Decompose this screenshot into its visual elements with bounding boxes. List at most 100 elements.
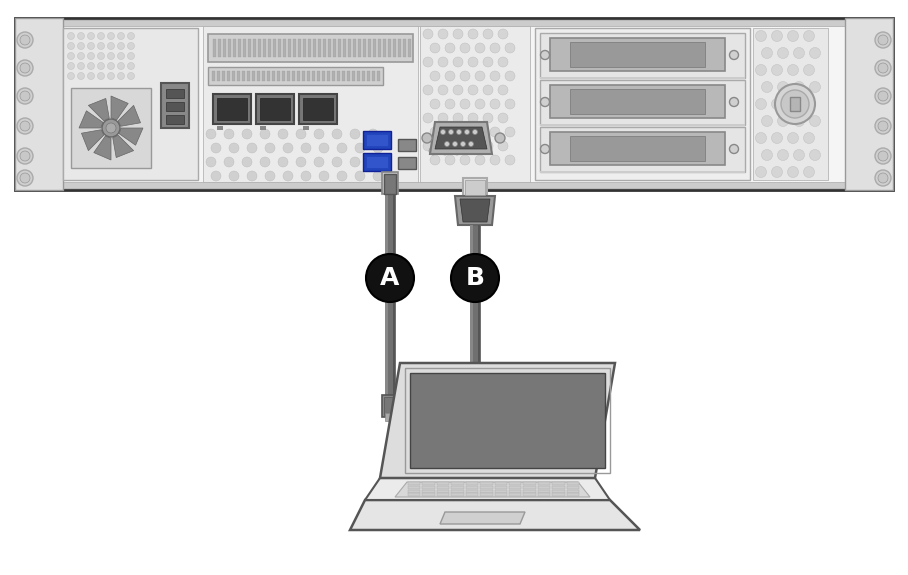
Polygon shape (523, 486, 536, 489)
Bar (470, 225, 480, 400)
Circle shape (451, 254, 499, 302)
Circle shape (107, 72, 114, 79)
Circle shape (67, 33, 74, 40)
Circle shape (729, 51, 738, 59)
Circle shape (117, 63, 124, 70)
Bar (540, 33, 745, 78)
Bar (262, 71, 265, 81)
Polygon shape (466, 493, 479, 496)
Circle shape (483, 141, 493, 151)
Circle shape (755, 30, 766, 41)
Polygon shape (567, 482, 579, 485)
Circle shape (875, 148, 891, 164)
Circle shape (127, 43, 134, 49)
Polygon shape (113, 135, 133, 158)
Circle shape (772, 167, 783, 178)
Polygon shape (408, 486, 420, 489)
Circle shape (337, 171, 347, 181)
Bar (203, 26, 418, 182)
Circle shape (781, 90, 809, 118)
Circle shape (430, 71, 440, 81)
Circle shape (211, 171, 221, 181)
Circle shape (117, 72, 124, 79)
Bar (540, 124, 745, 126)
Bar (368, 39, 371, 57)
Circle shape (314, 129, 324, 139)
Circle shape (20, 35, 30, 45)
Polygon shape (567, 489, 579, 493)
Bar (15, 18, 63, 190)
Circle shape (878, 173, 888, 183)
Circle shape (350, 157, 360, 167)
Polygon shape (523, 482, 536, 485)
Circle shape (20, 151, 30, 161)
Circle shape (777, 150, 788, 160)
Circle shape (332, 157, 342, 167)
Circle shape (875, 88, 891, 104)
Circle shape (498, 113, 508, 123)
Circle shape (457, 129, 461, 135)
Polygon shape (523, 493, 536, 496)
Bar (312, 71, 315, 81)
Circle shape (505, 71, 515, 81)
Bar (540, 77, 745, 79)
Circle shape (475, 71, 485, 81)
Bar (372, 71, 375, 81)
Circle shape (804, 30, 814, 41)
Circle shape (107, 33, 114, 40)
Polygon shape (437, 489, 449, 493)
Circle shape (127, 52, 134, 59)
Bar (292, 71, 295, 81)
Polygon shape (451, 493, 464, 496)
Bar (540, 127, 745, 172)
Bar (217, 126, 223, 130)
Polygon shape (480, 482, 492, 485)
Circle shape (453, 29, 463, 39)
Bar (308, 39, 311, 57)
Circle shape (777, 116, 788, 126)
Bar (343, 39, 346, 57)
Polygon shape (119, 128, 143, 145)
Bar (550, 132, 725, 165)
Circle shape (483, 57, 493, 67)
Circle shape (787, 98, 798, 109)
Circle shape (97, 72, 104, 79)
Bar (17, 20, 891, 26)
Circle shape (355, 171, 365, 181)
Circle shape (445, 99, 455, 109)
Bar (352, 71, 355, 81)
Circle shape (229, 143, 239, 153)
Circle shape (332, 129, 342, 139)
Bar (303, 126, 309, 130)
Circle shape (787, 30, 798, 41)
Bar (322, 71, 325, 81)
Bar (378, 39, 381, 57)
Circle shape (468, 113, 478, 123)
Circle shape (775, 84, 815, 124)
Bar (317, 71, 320, 81)
Circle shape (498, 141, 508, 151)
Circle shape (438, 29, 448, 39)
Bar (467, 400, 483, 422)
Bar (358, 39, 361, 57)
Bar (323, 39, 326, 57)
Circle shape (247, 143, 257, 153)
Bar (366, 134, 388, 146)
Polygon shape (495, 482, 507, 485)
Bar (237, 71, 240, 81)
Circle shape (350, 129, 360, 139)
Circle shape (755, 98, 766, 109)
Circle shape (445, 43, 455, 53)
Circle shape (475, 99, 485, 109)
Polygon shape (410, 373, 605, 468)
Circle shape (469, 141, 473, 147)
Circle shape (319, 171, 329, 181)
Polygon shape (435, 127, 487, 149)
Circle shape (505, 155, 515, 165)
Circle shape (17, 32, 33, 48)
Circle shape (460, 155, 470, 165)
Polygon shape (538, 486, 550, 489)
Bar (367, 71, 370, 81)
Bar (313, 39, 316, 57)
Bar (208, 34, 413, 62)
